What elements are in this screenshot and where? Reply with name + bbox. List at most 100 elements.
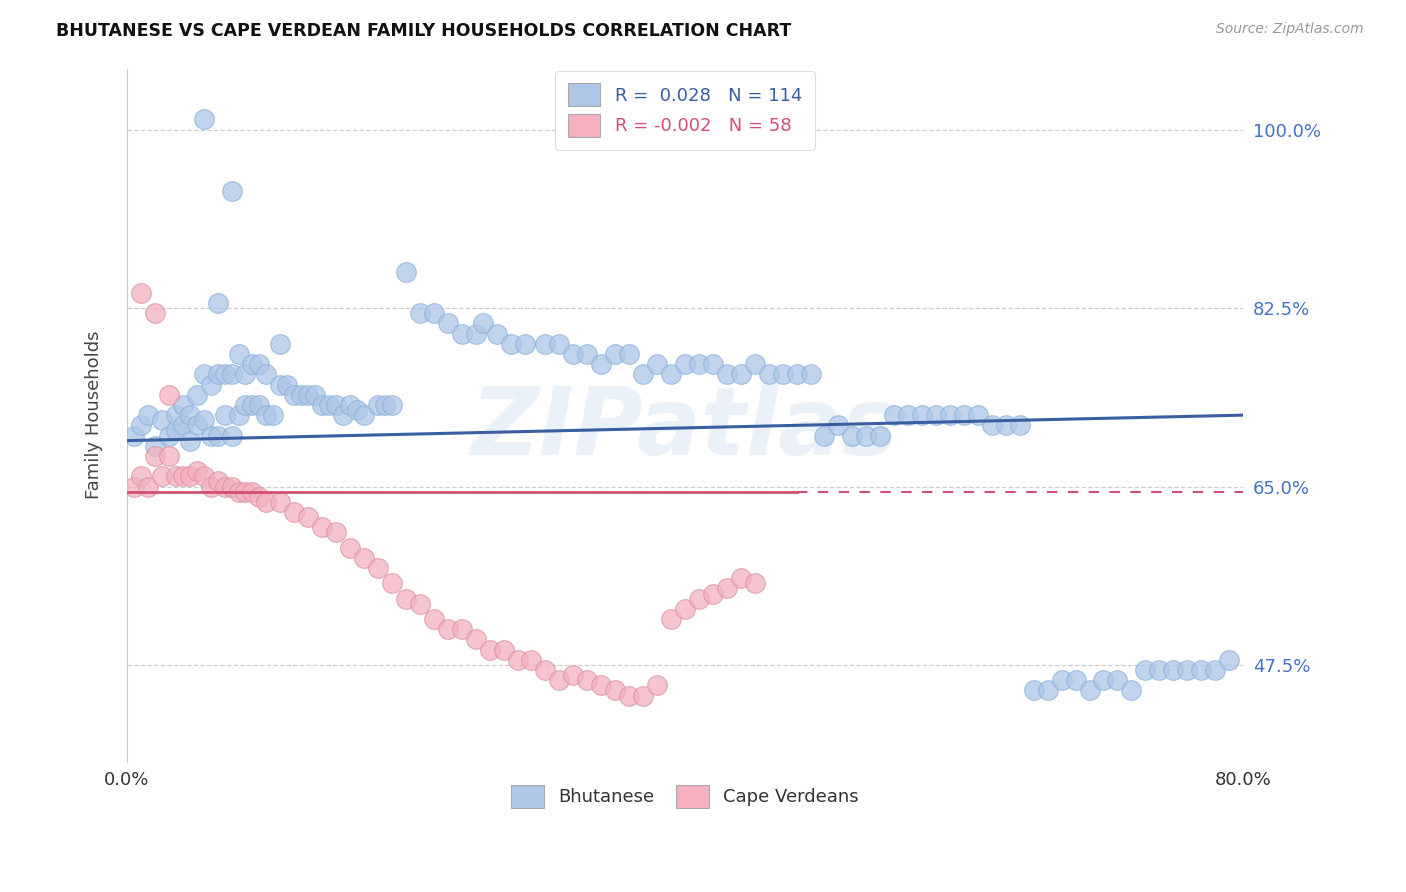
Point [617, 689, 640, 703]
Point [283, 388, 305, 402]
Point [157, 388, 180, 402]
Point [576, 347, 599, 361]
Point [499, 336, 522, 351]
Point [436, 317, 458, 331]
Point [297, 388, 319, 402]
Point [207, 428, 229, 442]
Point [193, 112, 215, 127]
Point [1107, 673, 1129, 688]
Point [980, 418, 1002, 433]
Point [249, 490, 271, 504]
Point [325, 525, 347, 540]
Point [423, 612, 446, 626]
Point [688, 357, 710, 371]
Point [1008, 418, 1031, 433]
Text: BHUTANESE VS CAPE VERDEAN FAMILY HOUSEHOLDS CORRELATION CHART: BHUTANESE VS CAPE VERDEAN FAMILY HOUSEHO… [56, 22, 792, 40]
Point [214, 408, 236, 422]
Point [283, 505, 305, 519]
Point [409, 306, 432, 320]
Point [548, 336, 571, 351]
Point [269, 495, 291, 509]
Point [353, 408, 375, 422]
Point [395, 265, 418, 279]
Point [591, 678, 613, 692]
Point [367, 398, 389, 412]
Point [911, 408, 934, 422]
Point [207, 296, 229, 310]
Point [659, 368, 682, 382]
Point [744, 576, 766, 591]
Point [1135, 663, 1157, 677]
Point [605, 347, 627, 361]
Point [318, 398, 340, 412]
Point [235, 368, 257, 382]
Point [1121, 683, 1143, 698]
Point [214, 479, 236, 493]
Point [702, 586, 724, 600]
Point [967, 408, 990, 422]
Point [129, 469, 152, 483]
Point [262, 408, 284, 422]
Point [617, 347, 640, 361]
Point [122, 428, 145, 442]
Point [249, 398, 271, 412]
Point [290, 388, 312, 402]
Point [157, 449, 180, 463]
Point [353, 550, 375, 565]
Point [207, 368, 229, 382]
Point [193, 413, 215, 427]
Point [492, 642, 515, 657]
Point [631, 689, 654, 703]
Point [799, 368, 821, 382]
Point [883, 408, 905, 422]
Point [311, 520, 333, 534]
Point [311, 398, 333, 412]
Point [143, 306, 166, 320]
Point [143, 449, 166, 463]
Point [150, 469, 173, 483]
Point [409, 597, 432, 611]
Point [786, 368, 808, 382]
Point [165, 469, 187, 483]
Point [1218, 653, 1240, 667]
Point [1078, 683, 1101, 698]
Point [436, 622, 458, 636]
Point [339, 398, 361, 412]
Point [381, 576, 404, 591]
Point [269, 336, 291, 351]
Point [659, 612, 682, 626]
Point [304, 388, 326, 402]
Point [172, 469, 194, 483]
Point [897, 408, 920, 422]
Point [235, 398, 257, 412]
Point [645, 678, 668, 692]
Point [221, 428, 243, 442]
Point [1036, 683, 1059, 698]
Point [269, 377, 291, 392]
Point [157, 428, 180, 442]
Point [1189, 663, 1212, 677]
Point [841, 428, 863, 442]
Point [520, 653, 543, 667]
Point [136, 408, 159, 422]
Point [228, 408, 250, 422]
Point [716, 368, 738, 382]
Point [346, 403, 368, 417]
Point [395, 591, 418, 606]
Point [855, 428, 877, 442]
Point [562, 668, 585, 682]
Point [228, 484, 250, 499]
Point [179, 434, 201, 448]
Point [249, 357, 271, 371]
Text: Source: ZipAtlas.com: Source: ZipAtlas.com [1216, 22, 1364, 37]
Point [150, 413, 173, 427]
Point [179, 408, 201, 422]
Point [716, 582, 738, 596]
Point [143, 439, 166, 453]
Point [772, 368, 794, 382]
Point [221, 184, 243, 198]
Point [513, 336, 536, 351]
Point [221, 479, 243, 493]
Point [221, 368, 243, 382]
Point [994, 418, 1017, 433]
